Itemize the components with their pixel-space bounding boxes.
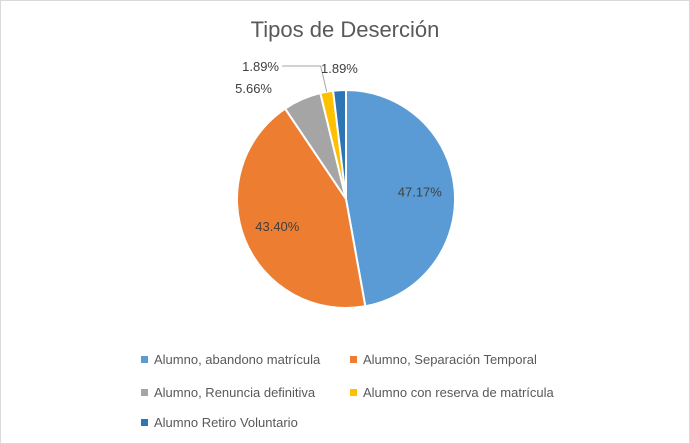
legend-item-abandono: Alumno, abandono matrícula bbox=[141, 352, 320, 367]
slice-value-label: 43.40% bbox=[255, 219, 300, 234]
legend-swatch bbox=[141, 419, 148, 426]
slice-value-label: 5.66% bbox=[235, 81, 272, 96]
legend-label: Alumno Retiro Voluntario bbox=[154, 415, 298, 430]
legend-item-retiro: Alumno Retiro Voluntario bbox=[141, 415, 298, 430]
legend-label: Alumno con reserva de matrícula bbox=[363, 385, 554, 400]
legend-swatch bbox=[350, 356, 357, 363]
pie-slice bbox=[345, 88, 457, 308]
legend-item-reserva: Alumno con reserva de matrícula bbox=[350, 385, 554, 400]
slice-value-label: 1.89% bbox=[242, 59, 279, 74]
legend-label: Alumno, abandono matrícula bbox=[154, 352, 321, 367]
legend-label: Alumno, Renuncia definitiva bbox=[154, 385, 316, 400]
slice-value-label: 1.89% bbox=[321, 61, 358, 76]
legend-item-separacion: Alumno, Separación Temporal bbox=[350, 352, 537, 367]
leader-line bbox=[282, 65, 328, 92]
legend-label: Alumno, Separación Temporal bbox=[363, 352, 537, 367]
legend-swatch bbox=[141, 356, 148, 363]
pie-slice bbox=[236, 107, 367, 309]
chart-title: Tipos de Deserción bbox=[250, 17, 440, 42]
pie-slice bbox=[331, 88, 347, 200]
slice-value-label: 47.17% bbox=[398, 184, 443, 199]
legend-item-renuncia: Alumno, Renuncia definitiva bbox=[141, 385, 315, 400]
legend-swatch bbox=[350, 389, 357, 396]
legend-swatch bbox=[141, 389, 148, 396]
